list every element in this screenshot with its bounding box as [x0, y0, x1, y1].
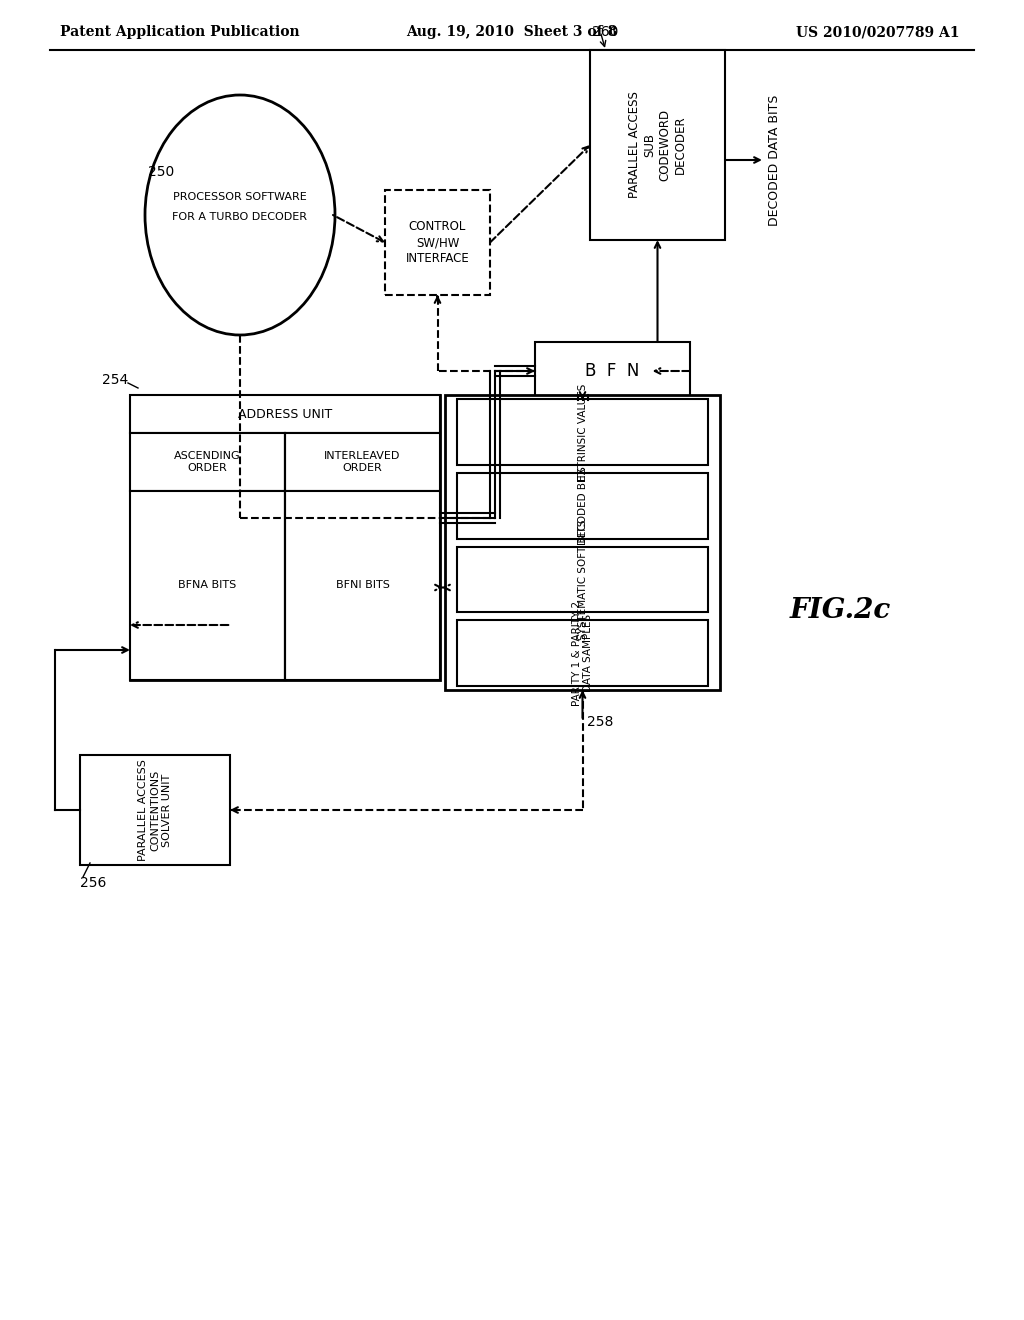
FancyBboxPatch shape [457, 546, 708, 612]
Text: 258: 258 [588, 715, 613, 729]
FancyBboxPatch shape [457, 399, 708, 465]
Text: DECODED BITS: DECODED BITS [578, 466, 588, 545]
Text: PARALLEL ACCESS
SUB
CODEWORD
DECODER: PARALLEL ACCESS SUB CODEWORD DECODER [629, 91, 686, 198]
Text: INTERLEAVED
ORDER: INTERLEAVED ORDER [325, 451, 400, 473]
Text: PARITY 1 & PARITY 2
DATA SAMPLES: PARITY 1 & PARITY 2 DATA SAMPLES [571, 601, 593, 706]
Text: BFNI BITS: BFNI BITS [336, 581, 389, 590]
Text: BFNA BITS: BFNA BITS [178, 581, 237, 590]
Text: PROCESSOR SOFTWARE: PROCESSOR SOFTWARE [173, 191, 307, 202]
Text: ADDRESS UNIT: ADDRESS UNIT [238, 408, 332, 421]
Text: 254: 254 [101, 374, 128, 387]
Text: CONTROL: CONTROL [409, 220, 466, 234]
Text: PARALLEL ACCESS
CONTENTIONS
SOLVER UNIT: PARALLEL ACCESS CONTENTIONS SOLVER UNIT [138, 759, 172, 861]
Text: B  F  N: B F N [586, 362, 640, 380]
FancyBboxPatch shape [385, 190, 490, 294]
Text: SYSTEMATIC SOFT BITS: SYSTEMATIC SOFT BITS [578, 519, 588, 640]
FancyBboxPatch shape [130, 395, 440, 680]
Text: FIG.2c: FIG.2c [790, 597, 891, 623]
FancyBboxPatch shape [445, 395, 720, 690]
Text: US 2010/0207789 A1: US 2010/0207789 A1 [797, 25, 961, 40]
FancyBboxPatch shape [535, 342, 690, 400]
Ellipse shape [145, 95, 335, 335]
FancyBboxPatch shape [130, 491, 285, 680]
Text: 250: 250 [148, 165, 174, 180]
FancyBboxPatch shape [285, 491, 440, 680]
Text: 260: 260 [592, 25, 618, 40]
FancyBboxPatch shape [80, 755, 230, 865]
FancyBboxPatch shape [130, 395, 440, 433]
Text: Aug. 19, 2010  Sheet 3 of 8: Aug. 19, 2010 Sheet 3 of 8 [407, 25, 617, 40]
Text: SW/HW: SW/HW [416, 236, 459, 249]
Text: Patent Application Publication: Patent Application Publication [60, 25, 300, 40]
Text: FOR A TURBO DECODER: FOR A TURBO DECODER [172, 213, 307, 222]
Text: 256: 256 [80, 876, 106, 890]
FancyBboxPatch shape [457, 620, 708, 686]
Text: DECODED DATA BITS: DECODED DATA BITS [768, 94, 781, 226]
FancyBboxPatch shape [457, 473, 708, 539]
Text: EXTRINSIC VALUES: EXTRINSIC VALUES [578, 383, 588, 480]
FancyBboxPatch shape [590, 50, 725, 240]
Text: ASCENDING
ORDER: ASCENDING ORDER [174, 451, 241, 473]
FancyBboxPatch shape [130, 433, 285, 491]
Text: INTERFACE: INTERFACE [406, 252, 469, 265]
FancyBboxPatch shape [285, 433, 440, 491]
